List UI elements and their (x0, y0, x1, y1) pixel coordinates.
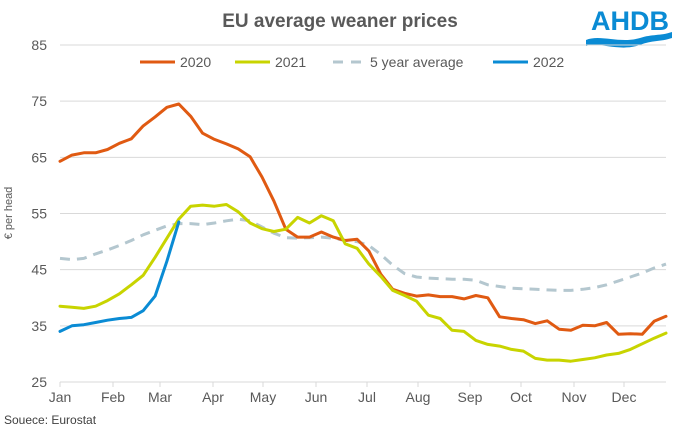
y-tick-label: 55 (31, 206, 47, 222)
x-tick-label: Sep (458, 389, 483, 405)
y-tick-label: 75 (31, 93, 47, 109)
y-tick-label: 85 (31, 37, 47, 53)
gridlines (60, 44, 666, 327)
y-tick-label: 35 (31, 318, 47, 334)
x-tick-label: Oct (510, 389, 532, 405)
y-tick-label: 45 (31, 262, 47, 278)
legend-label: 2020 (180, 54, 211, 70)
x-tick-label: Jan (49, 389, 72, 405)
legend-label: 2022 (533, 54, 564, 70)
series-line-2022 (58, 220, 181, 333)
x-tick-label: Apr (202, 389, 224, 405)
x-axis: Jan Feb Mar Apr May Jun Jul Aug Sep Oct Nov Dec (49, 381, 666, 405)
x-tick-label: Jun (305, 389, 328, 405)
logo-text: AHDB (591, 6, 669, 36)
y-axis-ticks: 25 35 45 55 65 75 85 (31, 37, 47, 390)
x-tick-label: Dec (612, 389, 637, 405)
x-tick-label: Mar (148, 389, 172, 405)
chart-title: EU average weaner prices (222, 11, 458, 32)
logo-wave-icon (586, 32, 672, 48)
y-tick-label: 65 (31, 149, 47, 165)
legend-label: 5 year average (370, 54, 464, 70)
x-tick-label: Aug (406, 389, 431, 405)
y-tick-label: 25 (31, 374, 47, 390)
series-line-2021 (58, 203, 668, 363)
y-axis-label: € per head (3, 187, 15, 240)
x-tick-label: Jul (358, 389, 376, 405)
x-tick-label: Feb (101, 389, 125, 405)
legend: 2020 2021 5 year average 2022 (140, 54, 564, 70)
source-note: Souece: Eurostat (4, 413, 97, 427)
series-line-2020 (58, 102, 668, 336)
x-tick-label: Nov (562, 389, 587, 405)
legend-label: 2021 (275, 54, 306, 70)
x-tick-label: May (250, 389, 276, 405)
ahdb-logo: AHDB (586, 6, 672, 48)
series-lines (58, 102, 668, 363)
